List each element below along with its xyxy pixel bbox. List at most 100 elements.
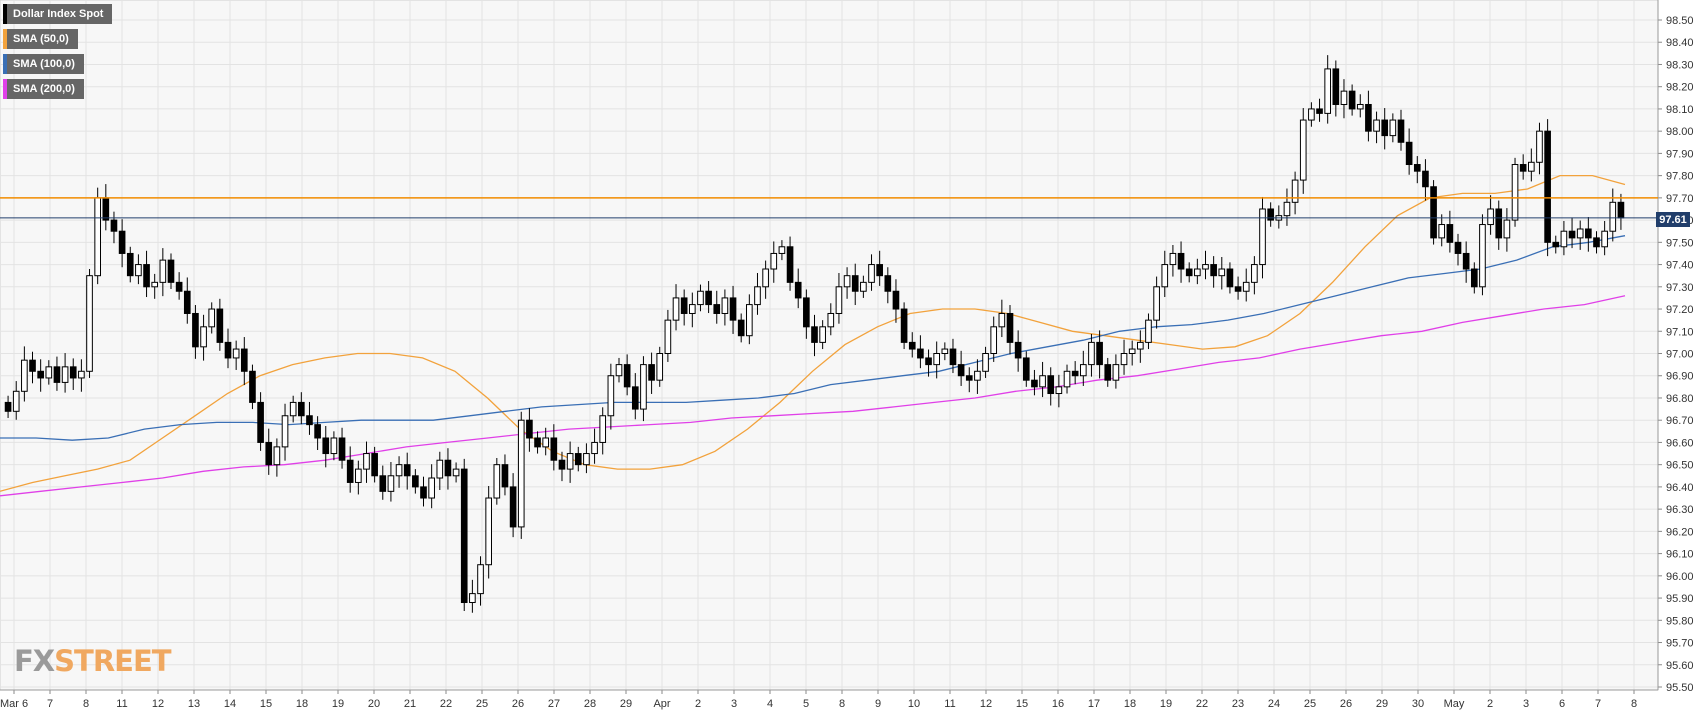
x-tick-label: 12 — [152, 698, 164, 710]
y-tick-label: 95.60 — [1666, 660, 1694, 672]
candle-bearish — [183, 290, 191, 314]
x-tick-label: 25 — [476, 698, 488, 710]
candle-bearish — [1226, 268, 1234, 288]
candle-bullish — [1202, 264, 1209, 270]
candle-bearish — [1022, 357, 1030, 381]
x-tick-label: 8 — [83, 698, 89, 710]
candle-bullish — [1340, 90, 1348, 105]
x-tick-label: 11 — [944, 698, 955, 710]
candle-bearish — [371, 453, 378, 477]
y-tick-label: 96.70 — [1666, 415, 1694, 427]
y-tick-label: 97.30 — [1666, 282, 1694, 294]
candle-bearish — [501, 464, 509, 488]
x-tick-label: 18 — [296, 698, 308, 710]
candle-bearish — [1470, 268, 1478, 288]
candle-bullish — [94, 197, 101, 277]
candle-bullish — [672, 297, 680, 321]
candle-bearish — [110, 219, 118, 232]
legend-item-sma-50[interactable]: SMA (50,0) — [3, 29, 78, 49]
x-tick-label: 25 — [1304, 698, 1316, 710]
candle-bullish — [860, 281, 867, 292]
candle-bullish — [1479, 224, 1486, 288]
candle-bearish — [794, 281, 802, 299]
candle-bearish — [811, 326, 818, 343]
candle-bearish — [623, 364, 631, 388]
candle-bullish — [542, 437, 550, 448]
candle-bearish — [1267, 208, 1274, 221]
candle-bearish — [786, 246, 794, 283]
legend-label: SMA (200,0) — [13, 83, 75, 95]
x-tick-label: 2 — [695, 698, 701, 710]
x-tick-label: 19 — [332, 698, 344, 710]
candle-bullish — [469, 593, 476, 604]
x-tick-label: 22 — [1196, 698, 1208, 710]
candle-bullish — [664, 319, 672, 354]
candle-bullish — [45, 366, 53, 379]
last-price-label: 97.61 — [1656, 212, 1690, 227]
candle-bullish — [1153, 286, 1160, 321]
candle-bearish — [249, 370, 256, 403]
candle-bullish — [1373, 119, 1380, 132]
legend-item-dollar-index[interactable]: Dollar Index Spot — [3, 4, 113, 24]
candle-bearish — [534, 437, 541, 448]
candle-bullish — [1039, 375, 1046, 388]
candle-bullish — [1079, 364, 1087, 377]
candle-bearish — [1047, 375, 1055, 395]
series-line-sma-50 — [0, 174, 1626, 492]
candle-bullish — [1194, 268, 1201, 277]
candle-bearish — [379, 475, 387, 492]
y-tick-label: 97.00 — [1666, 349, 1694, 361]
candle-bullish — [428, 477, 435, 499]
x-tick-label: 3 — [1523, 698, 1529, 710]
legend-label: SMA (100,0) — [13, 58, 75, 70]
x-tick-label: 20 — [368, 698, 380, 710]
candle-bearish — [851, 275, 859, 292]
x-tick-label: 4 — [767, 698, 773, 710]
x-tick-label: 22 — [440, 698, 452, 710]
legend-item-sma-200[interactable]: SMA (200,0) — [3, 79, 84, 99]
candle-bearish — [1454, 241, 1462, 254]
x-tick-label: 5 — [803, 698, 809, 710]
candle-bullish — [1259, 208, 1266, 266]
candle-bullish — [208, 308, 216, 328]
candle-bearish — [257, 401, 264, 443]
y-tick-label: 98.40 — [1666, 37, 1694, 49]
y-tick-label: 98.20 — [1666, 82, 1694, 94]
candle-bearish — [1210, 264, 1217, 277]
candle-bearish — [224, 341, 232, 359]
candle-bullish — [868, 264, 875, 283]
candle-bullish — [1283, 201, 1291, 217]
candle-bullish — [1601, 230, 1608, 248]
x-tick-label: 17 — [1088, 698, 1100, 710]
x-tick-label: 24 — [1268, 698, 1280, 710]
legend-item-sma-100[interactable]: SMA (100,0) — [3, 54, 84, 74]
candle-bullish — [843, 275, 851, 288]
x-tick-label: May — [1444, 698, 1465, 710]
candle-bullish — [1242, 281, 1250, 292]
candle-bearish — [37, 370, 44, 379]
candle-bullish — [151, 281, 159, 288]
candle-bearish — [957, 364, 965, 377]
candle-bullish — [998, 312, 1006, 328]
candle-bearish — [1397, 119, 1405, 143]
candle-bearish — [526, 419, 533, 439]
x-tick-label: 8 — [1631, 698, 1637, 710]
candle-bullish — [1356, 103, 1364, 110]
y-tick-label: 95.50 — [1666, 682, 1694, 694]
candle-bearish — [1177, 252, 1185, 270]
candle-bullish — [721, 297, 729, 314]
x-tick-label: 14 — [224, 698, 236, 710]
candle-bearish — [216, 308, 224, 343]
candle-bearish — [1593, 237, 1600, 248]
candle-bearish — [1185, 268, 1193, 277]
logo-street: STREET — [54, 644, 171, 678]
candle-bearish — [240, 348, 248, 372]
candle-bearish — [1617, 201, 1625, 219]
candle-bullish — [1389, 119, 1397, 137]
candle-bullish — [640, 364, 647, 410]
logo-fx: FX — [14, 644, 55, 678]
y-tick-label: 95.90 — [1666, 593, 1694, 605]
candle-bullish — [436, 459, 444, 479]
y-tick-label: 98.10 — [1666, 104, 1694, 116]
